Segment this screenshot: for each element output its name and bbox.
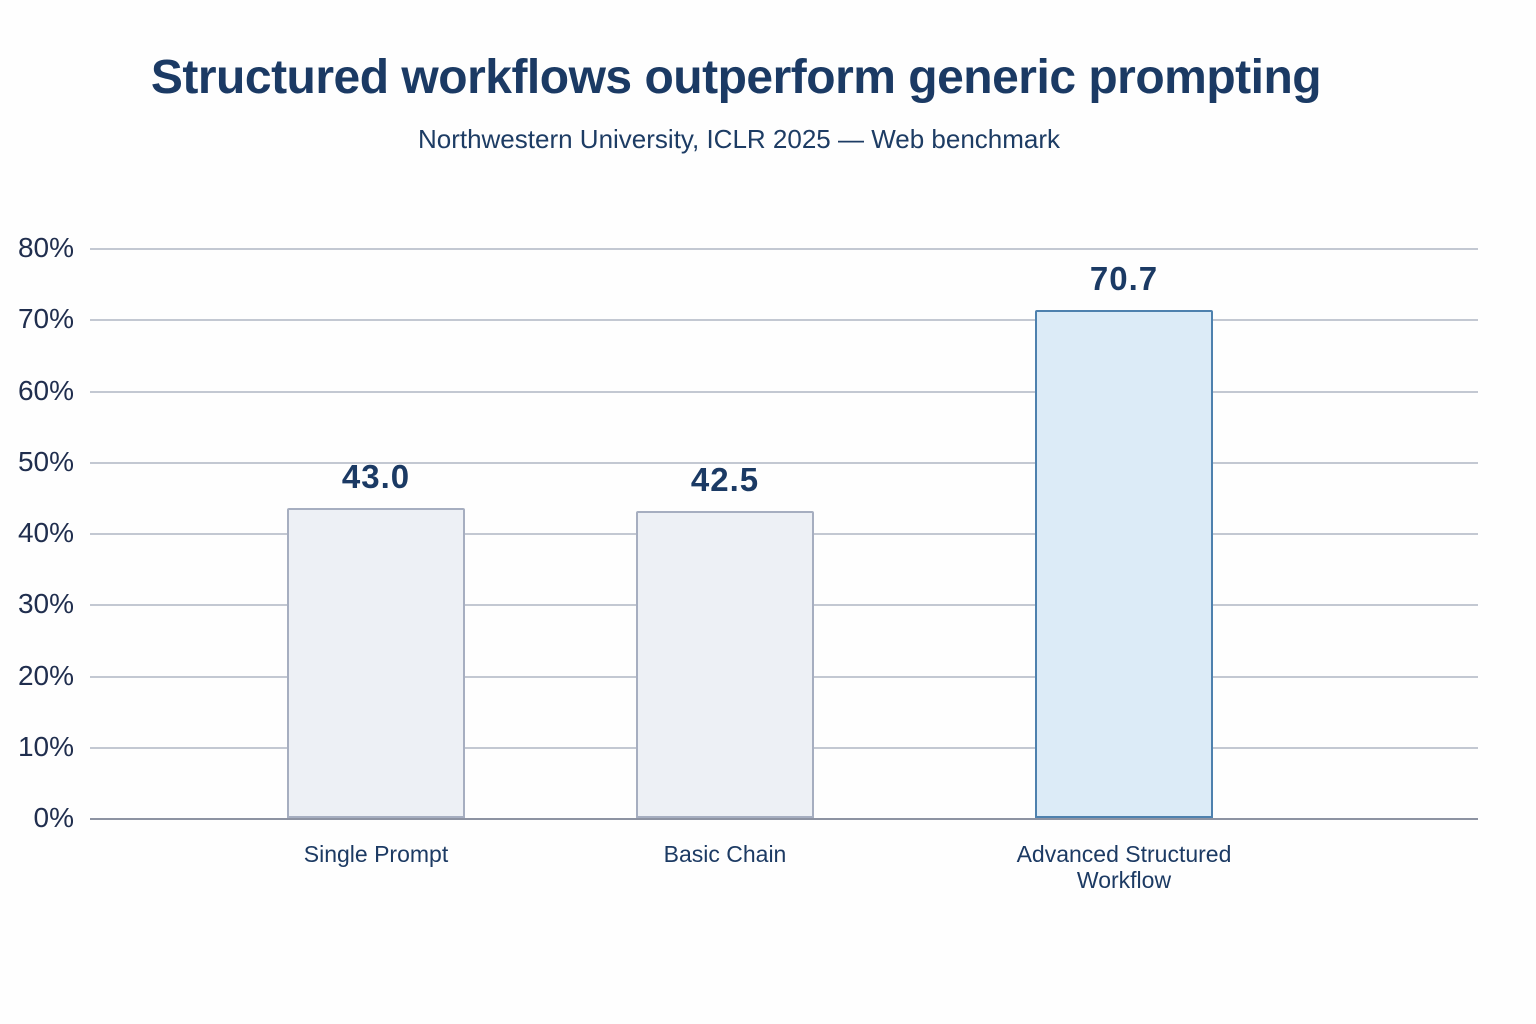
gridline [90,461,1478,464]
y-tick-label: 0% [33,802,74,833]
chart-subtitle: Northwestern University, ICLR 2025 — Web… [417,124,1061,154]
x-axis-line [90,818,1478,820]
x-axis-label-advanced-structured-workflow: Advanced Structured Workflow [1016,841,1232,894]
y-tick-label: 20% [17,659,74,691]
y-tick-label: 80% [17,232,74,263]
y-tick-label: 70% [17,303,74,335]
y-tick-label: 40% [17,517,74,548]
bar-single-prompt [287,507,465,818]
chart-title: Structured workflows outperform generic … [150,51,1322,104]
x-axis-label-single-prompt: Single Prompt [303,841,449,867]
bar-advanced-structured-workflow [1035,310,1213,818]
y-tick-label: 30% [17,588,74,620]
y-tick-label: 50% [17,445,74,477]
gridline [90,248,1478,250]
y-tick-label: 60% [17,374,74,406]
bar-basic-chain [636,511,814,818]
value-label: 43.0 [341,457,411,495]
x-axis-label-basic-chain: Basic Chain [663,841,787,867]
gridline [90,390,1478,393]
value-label: 70.7 [1089,260,1159,298]
gridline [90,319,1478,322]
y-tick-label: 10% [17,730,74,762]
value-label: 42.5 [690,461,760,499]
